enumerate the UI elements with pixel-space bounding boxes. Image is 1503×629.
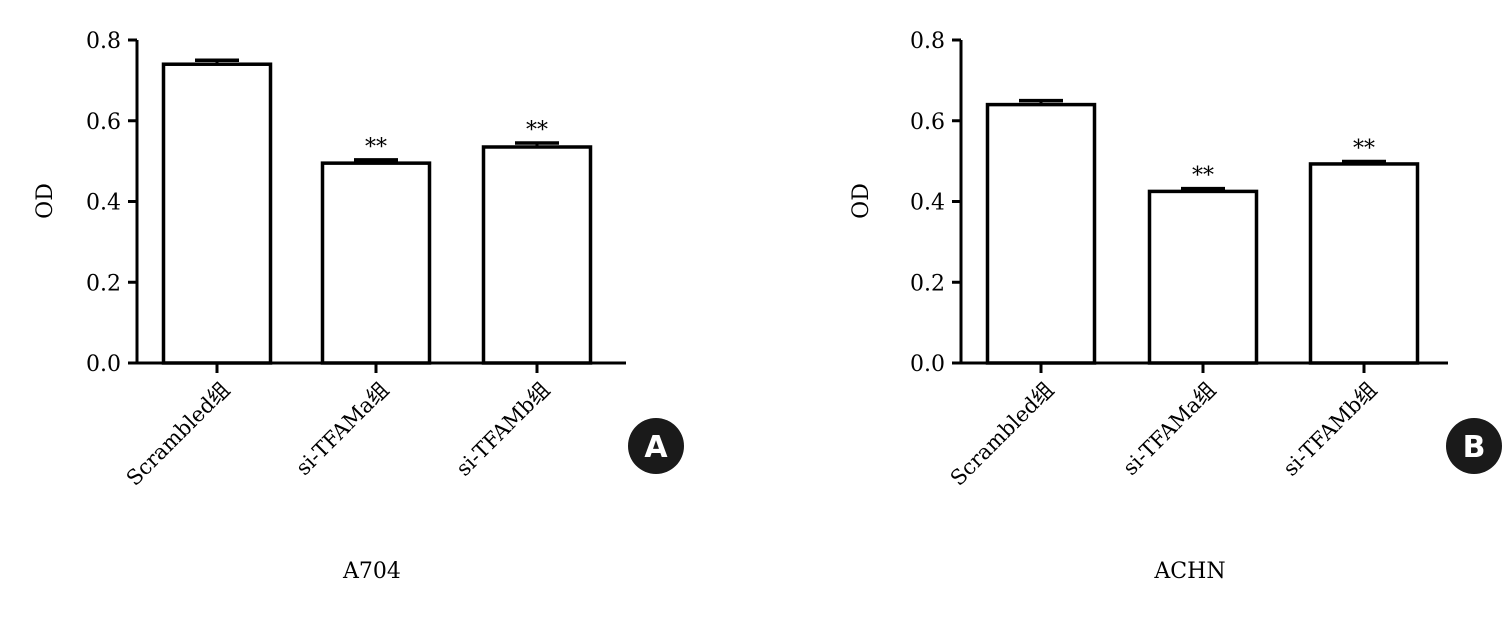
significance-label: ** bbox=[1192, 164, 1214, 189]
x-tick-label: Scrambled组 bbox=[946, 378, 1059, 491]
x-axis-title: ACHN bbox=[1153, 559, 1225, 584]
y-axis-title: OD bbox=[33, 183, 58, 219]
y-tick-label: 0.2 bbox=[86, 271, 121, 296]
significance-label: ** bbox=[1353, 137, 1375, 162]
bar bbox=[320, 161, 432, 365]
bar bbox=[481, 145, 593, 365]
y-tick-label: 0.4 bbox=[910, 191, 945, 216]
y-tick-label: 0.6 bbox=[86, 110, 121, 135]
y-tick-label: 0.4 bbox=[86, 191, 121, 216]
y-tick-label: 0.0 bbox=[910, 352, 945, 377]
y-tick-label: 0.8 bbox=[86, 29, 121, 54]
panel-label: B bbox=[1463, 430, 1486, 465]
y-tick-label: 0.2 bbox=[910, 271, 945, 296]
chart-panel-b: OD ACHN B 0.0 0.2 0.4 0.6 0.8 Scrambled组 ** si-… bbox=[849, 29, 1502, 584]
panel-label-badge bbox=[628, 418, 684, 474]
y-tick-label: 0.8 bbox=[910, 29, 945, 54]
bar bbox=[161, 62, 273, 365]
bar bbox=[985, 102, 1097, 365]
x-tick-label: si-TFAMb组 bbox=[451, 378, 554, 481]
significance-label: ** bbox=[365, 135, 387, 160]
chart-panel-a: OD A704 A 0.0 0.2 0.4 0.6 0.8 Scrambled组 ** si-… bbox=[33, 29, 684, 584]
panel-label: A bbox=[644, 430, 668, 465]
x-axis-title: A704 bbox=[342, 559, 401, 584]
bar bbox=[1147, 189, 1259, 365]
significance-label: ** bbox=[526, 118, 548, 143]
x-tick-label: si-TFAMa组 bbox=[291, 378, 393, 480]
x-tick-label: si-TFAMa组 bbox=[1118, 378, 1220, 480]
y-tick-label: 0.6 bbox=[910, 110, 945, 135]
y-tick-label: 0.0 bbox=[86, 352, 121, 377]
y-axis-title: OD bbox=[849, 183, 874, 219]
panel-label-badge bbox=[1446, 418, 1502, 474]
x-tick-label: Scrambled组 bbox=[122, 378, 235, 491]
bar bbox=[1308, 162, 1420, 365]
x-tick-label: si-TFAMb组 bbox=[1278, 378, 1381, 481]
